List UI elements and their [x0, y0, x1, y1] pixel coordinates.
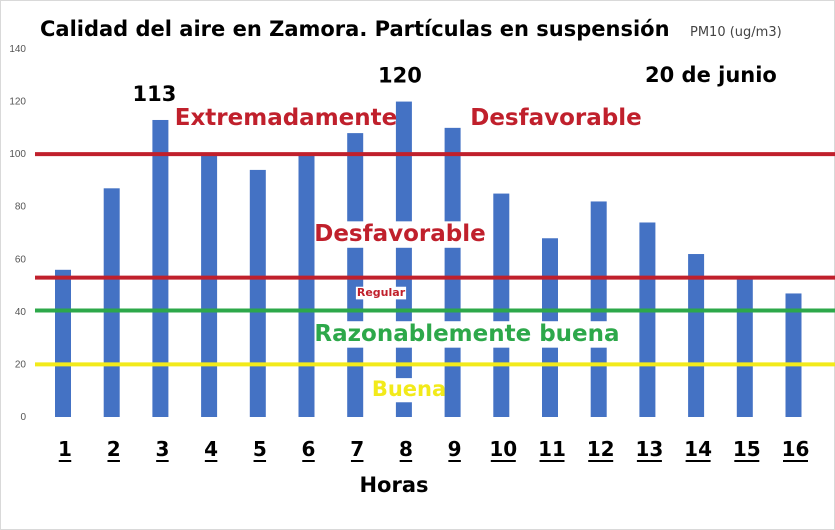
zone-label-backdrop: [355, 286, 407, 300]
zone-label-regular: Regular: [357, 286, 406, 299]
bar-hour-14: [688, 254, 705, 417]
bar-hour-7: [347, 133, 364, 417]
zone-label-backdrop: [187, 105, 385, 133]
x-tick-label: 14: [684, 437, 712, 461]
y-tick-label: 120: [9, 97, 26, 108]
zone-label-extremadamente: Extremadamente: [175, 105, 398, 131]
y-tick-label: 0: [20, 412, 26, 423]
x-tick-label: 9: [448, 437, 462, 461]
data-label-hour-8: 120: [378, 64, 422, 88]
y-tick-label: 60: [15, 254, 27, 265]
zone-labels: Extremadamente Desfavorable Desfavorable Re…: [175, 105, 642, 403]
data-labels: 113 120: [132, 64, 421, 106]
zone-label-backdrop: [375, 378, 443, 403]
zone-label-backdrop: [471, 105, 641, 133]
x-tick-label: 16: [782, 437, 810, 461]
x-tick-label: 8: [399, 437, 413, 461]
x-tick-label: 3: [155, 437, 169, 461]
x-tick-label: 13: [635, 437, 663, 461]
x-tick-label: 5: [253, 437, 267, 461]
threshold-lines: [35, 152, 835, 367]
chart-date: 20 de junio: [645, 63, 777, 87]
bar-hour-6: [298, 154, 315, 417]
bar-hour-13: [639, 222, 656, 417]
x-tick-label: 2: [107, 437, 121, 461]
x-tick-label: 4: [204, 437, 218, 461]
x-tick-label: 15: [733, 437, 761, 461]
x-axis-ticks: 1 2 3 4 5 6 7 8 9 10 11 12 13 14 15 16: [58, 437, 810, 462]
bar-hour-3: [152, 119, 169, 417]
bar-hour-10: [493, 193, 510, 417]
zone-label-desfavorable: Desfavorable: [470, 105, 642, 131]
x-tick-label: 1: [58, 437, 72, 461]
bar-hour-8: [395, 101, 412, 418]
bar-hour-2: [103, 188, 120, 417]
data-label-hour-3: 113: [132, 82, 176, 106]
y-tick-label: 140: [9, 44, 26, 55]
y-axis-ticks: 0 20 40 60 80 100 120 140: [9, 44, 26, 423]
bar-hour-5: [249, 169, 266, 417]
y-tick-label: 40: [15, 307, 27, 318]
zone-label-buena: Buena: [372, 377, 446, 401]
x-tick-label: 11: [538, 437, 566, 461]
zone-label-backdrop: [315, 221, 485, 248]
chart-title: Calidad del aire en Zamora. Partículas e…: [40, 17, 670, 41]
y-tick-label: 80: [15, 202, 27, 213]
zone-label-backdrop: [327, 321, 607, 348]
x-tick-label: 7: [350, 437, 364, 461]
x-tick-label: 6: [302, 437, 316, 461]
y-tick-label: 100: [9, 149, 26, 160]
x-tick-label: 10: [489, 437, 517, 461]
bar-hour-4: [201, 154, 218, 417]
bar-hour-1: [55, 269, 71, 417]
bar-hour-9: [444, 127, 461, 417]
y-tick-label: 20: [15, 359, 27, 370]
x-tick-label: 12: [587, 437, 615, 461]
chart-unit: PM10 (ug/m3): [690, 25, 782, 40]
zone-label-desfavorable: Desfavorable: [314, 221, 486, 247]
bar-hour-16: [785, 293, 802, 417]
x-axis-label: Horas: [359, 473, 428, 497]
zone-label-razonablemente-buena: Razonablemente buena: [314, 321, 619, 347]
bar-hour-15: [736, 277, 753, 417]
